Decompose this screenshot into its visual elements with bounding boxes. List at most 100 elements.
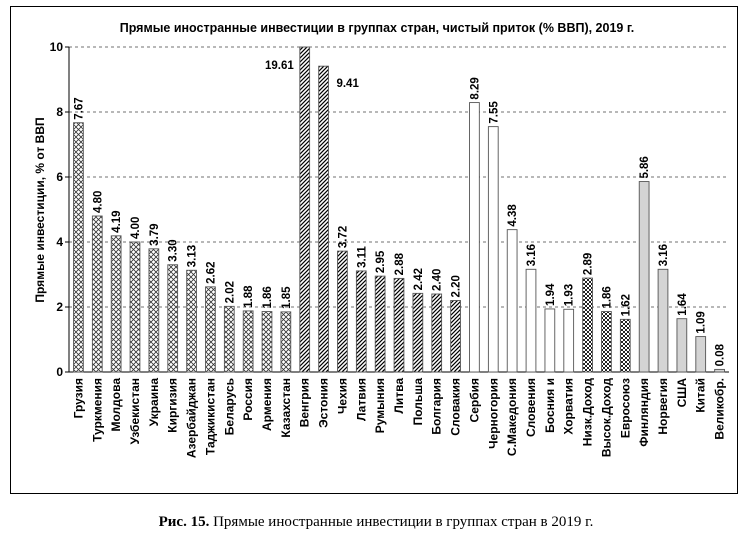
x-tick-label: Армения (260, 378, 274, 431)
value-label: 1.94 (545, 283, 557, 306)
bar (544, 308, 556, 373)
value-label: 2.62 (205, 261, 217, 283)
chart: Прямые иностранные инвестиции в группах … (33, 21, 729, 458)
bar (431, 293, 443, 373)
bar (601, 311, 612, 373)
bar (205, 286, 216, 373)
value-label: 9.41 (336, 78, 359, 90)
bar (695, 336, 707, 373)
bar (110, 235, 122, 373)
y-tick-label: 6 (56, 170, 63, 184)
value-label: 3.13 (187, 245, 199, 267)
chart-frame: Прямые иностранные инвестиции в группах … (10, 6, 738, 494)
y-tick-label: 8 (56, 105, 63, 119)
x-tick-label: Россия (241, 378, 255, 421)
x-tick-label: Евросоюз (618, 378, 632, 438)
x-tick-label: Словакия (449, 378, 463, 436)
value-label: 2.95 (375, 250, 387, 273)
value-label: 3.30 (168, 239, 180, 261)
x-tick-label: Великобр. (713, 378, 727, 440)
x-tick-label: Литва (392, 378, 406, 414)
value-label: 1.62 (620, 294, 632, 316)
value-label: 3.72 (337, 226, 349, 248)
bar (261, 311, 273, 373)
x-tick-label: Китай (694, 378, 708, 413)
bars (73, 46, 725, 373)
x-tick-label: Казахстан (279, 378, 293, 438)
bar (374, 275, 386, 373)
y-axis-label: Прямые инвестиции, % от ВВП (33, 117, 47, 302)
x-tick-label: США (675, 378, 689, 408)
bar (299, 46, 311, 373)
value-label: 5.86 (639, 156, 651, 178)
value-label: 1.85 (281, 286, 293, 309)
x-tick-label: Высок.Доход (599, 378, 613, 458)
x-tick-label: Киргизия (166, 378, 180, 433)
x-tick-label: Хорватия (562, 378, 576, 435)
x-tick-label: Грузия (71, 378, 85, 418)
value-label: 3.79 (149, 223, 161, 245)
value-label: 3.16 (526, 244, 538, 266)
bar (450, 300, 461, 373)
bar (619, 318, 631, 373)
bar (280, 311, 292, 373)
value-label: 2.42 (413, 268, 425, 290)
x-tick-label: Украина (147, 378, 161, 427)
value-label: 4.80 (92, 191, 104, 213)
value-label: 4.00 (130, 217, 142, 239)
x-tick-label: С.Македония (505, 378, 519, 456)
bar (582, 277, 593, 373)
bar (242, 310, 254, 373)
bar (393, 277, 405, 373)
y-tick-label: 10 (50, 40, 64, 54)
value-label: 1.86 (262, 286, 274, 308)
bar (714, 368, 725, 373)
x-tick-label: Низк.Доход (581, 378, 595, 447)
y-tick-label: 4 (56, 235, 63, 249)
value-label: 3.11 (356, 246, 368, 268)
value-label: 1.09 (696, 311, 708, 333)
x-tick-label: Узбекистан (128, 378, 142, 444)
value-label: 0.08 (715, 343, 727, 366)
bar (412, 292, 424, 373)
bar (469, 102, 480, 373)
chart-title: Прямые иностранные инвестиции в группах … (120, 21, 635, 35)
x-tick-label: Польша (411, 378, 425, 426)
value-labels: 7.67 4.80 4.19 4.00 3.79 3.30 3.13 2.62 2.02 1.88… (73, 60, 726, 366)
value-label: 3.16 (658, 244, 670, 266)
value-label: 2.20 (451, 275, 463, 297)
x-tick-label: Финляндия (637, 378, 651, 447)
bar (318, 65, 329, 373)
y-tick-label: 0 (56, 365, 63, 379)
caption-text: Прямые иностранные инвестиции в группах … (213, 514, 594, 530)
bar (223, 305, 235, 373)
value-label: 1.88 (243, 285, 255, 308)
y-tick-label: 2 (56, 300, 63, 314)
figure-caption: Рис. 15. Прямые иностранные инвестиции в… (0, 514, 752, 531)
caption-label: Рис. 15. (158, 514, 210, 530)
bar (186, 269, 197, 373)
x-tick-label: Болгария (430, 378, 444, 435)
value-label: 1.64 (677, 293, 689, 316)
value-label: 2.88 (394, 252, 406, 275)
x-tick-label: Чехия (335, 378, 349, 414)
bar (563, 308, 575, 373)
x-tick-label: Венгрия (298, 378, 312, 427)
x-tick-label: Черногория (486, 378, 500, 449)
x-tick-label: Азербайджан (185, 378, 199, 458)
value-label: 2.89 (583, 253, 595, 275)
value-label: 4.19 (111, 210, 123, 232)
x-tick-label: Босния и (543, 378, 557, 433)
value-label: 8.29 (469, 77, 481, 99)
x-tick-label: Словения (524, 378, 538, 437)
value-label: 2.02 (224, 281, 236, 303)
value-label: 7.67 (73, 97, 85, 119)
bar (167, 264, 179, 373)
bar (638, 181, 650, 373)
x-tick-label: Туркмения (90, 378, 104, 442)
value-label: 7.55 (488, 101, 500, 124)
value-label: 1.93 (564, 284, 576, 306)
tick-labels: 0 2 4 6 8 10 Грузия Туркмения Молдова Узбекистан У… (50, 40, 727, 458)
bar (487, 126, 499, 373)
x-tick-label: Беларусь (222, 378, 236, 435)
